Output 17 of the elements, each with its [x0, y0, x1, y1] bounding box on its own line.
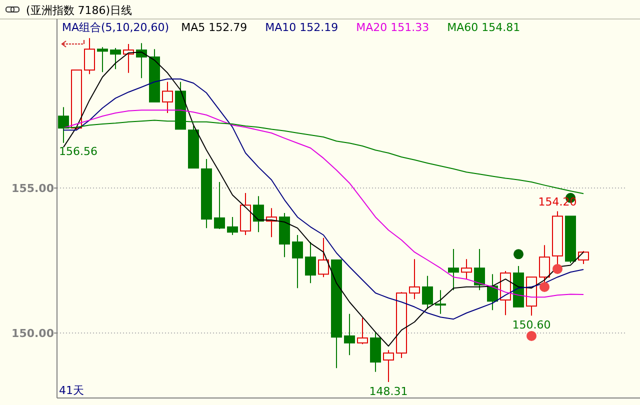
annotation: 150.60	[512, 318, 551, 332]
point	[514, 249, 524, 260]
text: MA60 154.81	[447, 21, 520, 34]
point	[526, 330, 536, 341]
point	[540, 282, 550, 292]
text: MA20 151.33	[356, 21, 430, 34]
text: MA10 152.19	[265, 21, 338, 34]
annotation: 154.20	[538, 195, 577, 208]
text: MA5 152.79	[181, 21, 248, 34]
point	[552, 264, 562, 274]
y-tick-label: 155.00	[12, 182, 54, 196]
annotation: 156.56	[59, 144, 98, 158]
title: (亚洲指数 7186)日线	[26, 4, 132, 17]
annotation: 41天	[59, 384, 84, 397]
annotation: MA组合(5,10,20,60)	[62, 21, 170, 34]
y-tick-label: 150.00	[12, 327, 54, 340]
annotation: 148.31	[369, 385, 408, 398]
